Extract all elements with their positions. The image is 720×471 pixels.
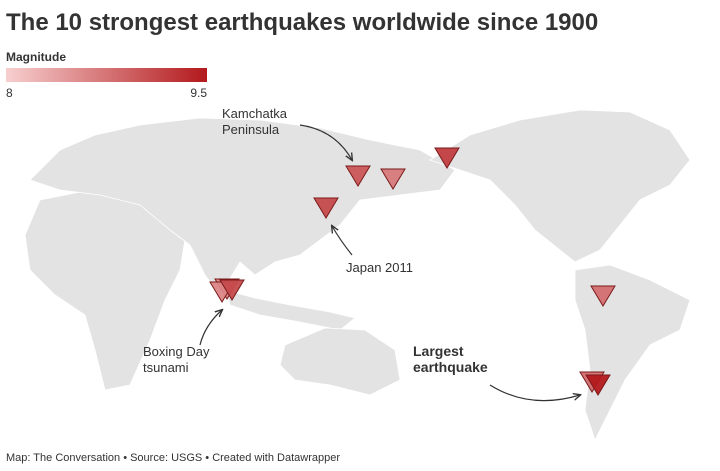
annotation-arrow: [489, 384, 580, 402]
annotation-arrow: [332, 226, 353, 256]
annotation-text: Peninsula: [222, 122, 280, 137]
annotation-text: earthquake: [413, 359, 488, 375]
epicenter-marker: [590, 285, 616, 307]
annotation-text: Kamchatka: [222, 106, 288, 121]
legend-min: 8: [6, 86, 13, 100]
annotation-arrow: [199, 310, 222, 346]
epicenter-marker: [585, 374, 611, 396]
epicenter-marker: [219, 279, 245, 301]
epicenter-marker: [434, 147, 460, 169]
legend-max: 9.5: [190, 86, 207, 100]
annotation-text: Boxing Day: [143, 344, 210, 359]
epicenter-marker: [345, 165, 371, 187]
title: The 10 strongest earthquakes worldwide s…: [6, 9, 598, 36]
legend-scale: [6, 68, 207, 82]
footer: Map: The Conversation • Source: USGS • C…: [6, 452, 340, 464]
epicenters: [209, 147, 616, 396]
annotation-text: Japan 2011: [346, 260, 413, 275]
land: [24, 109, 691, 442]
legend-title: Magnitude: [6, 50, 66, 64]
annotation-arrow: [299, 124, 352, 160]
epicenter-marker: [380, 168, 406, 190]
epicenter-marker: [313, 197, 339, 219]
annotation-text: Largest: [413, 343, 464, 359]
annotation-text: tsunami: [143, 360, 189, 375]
